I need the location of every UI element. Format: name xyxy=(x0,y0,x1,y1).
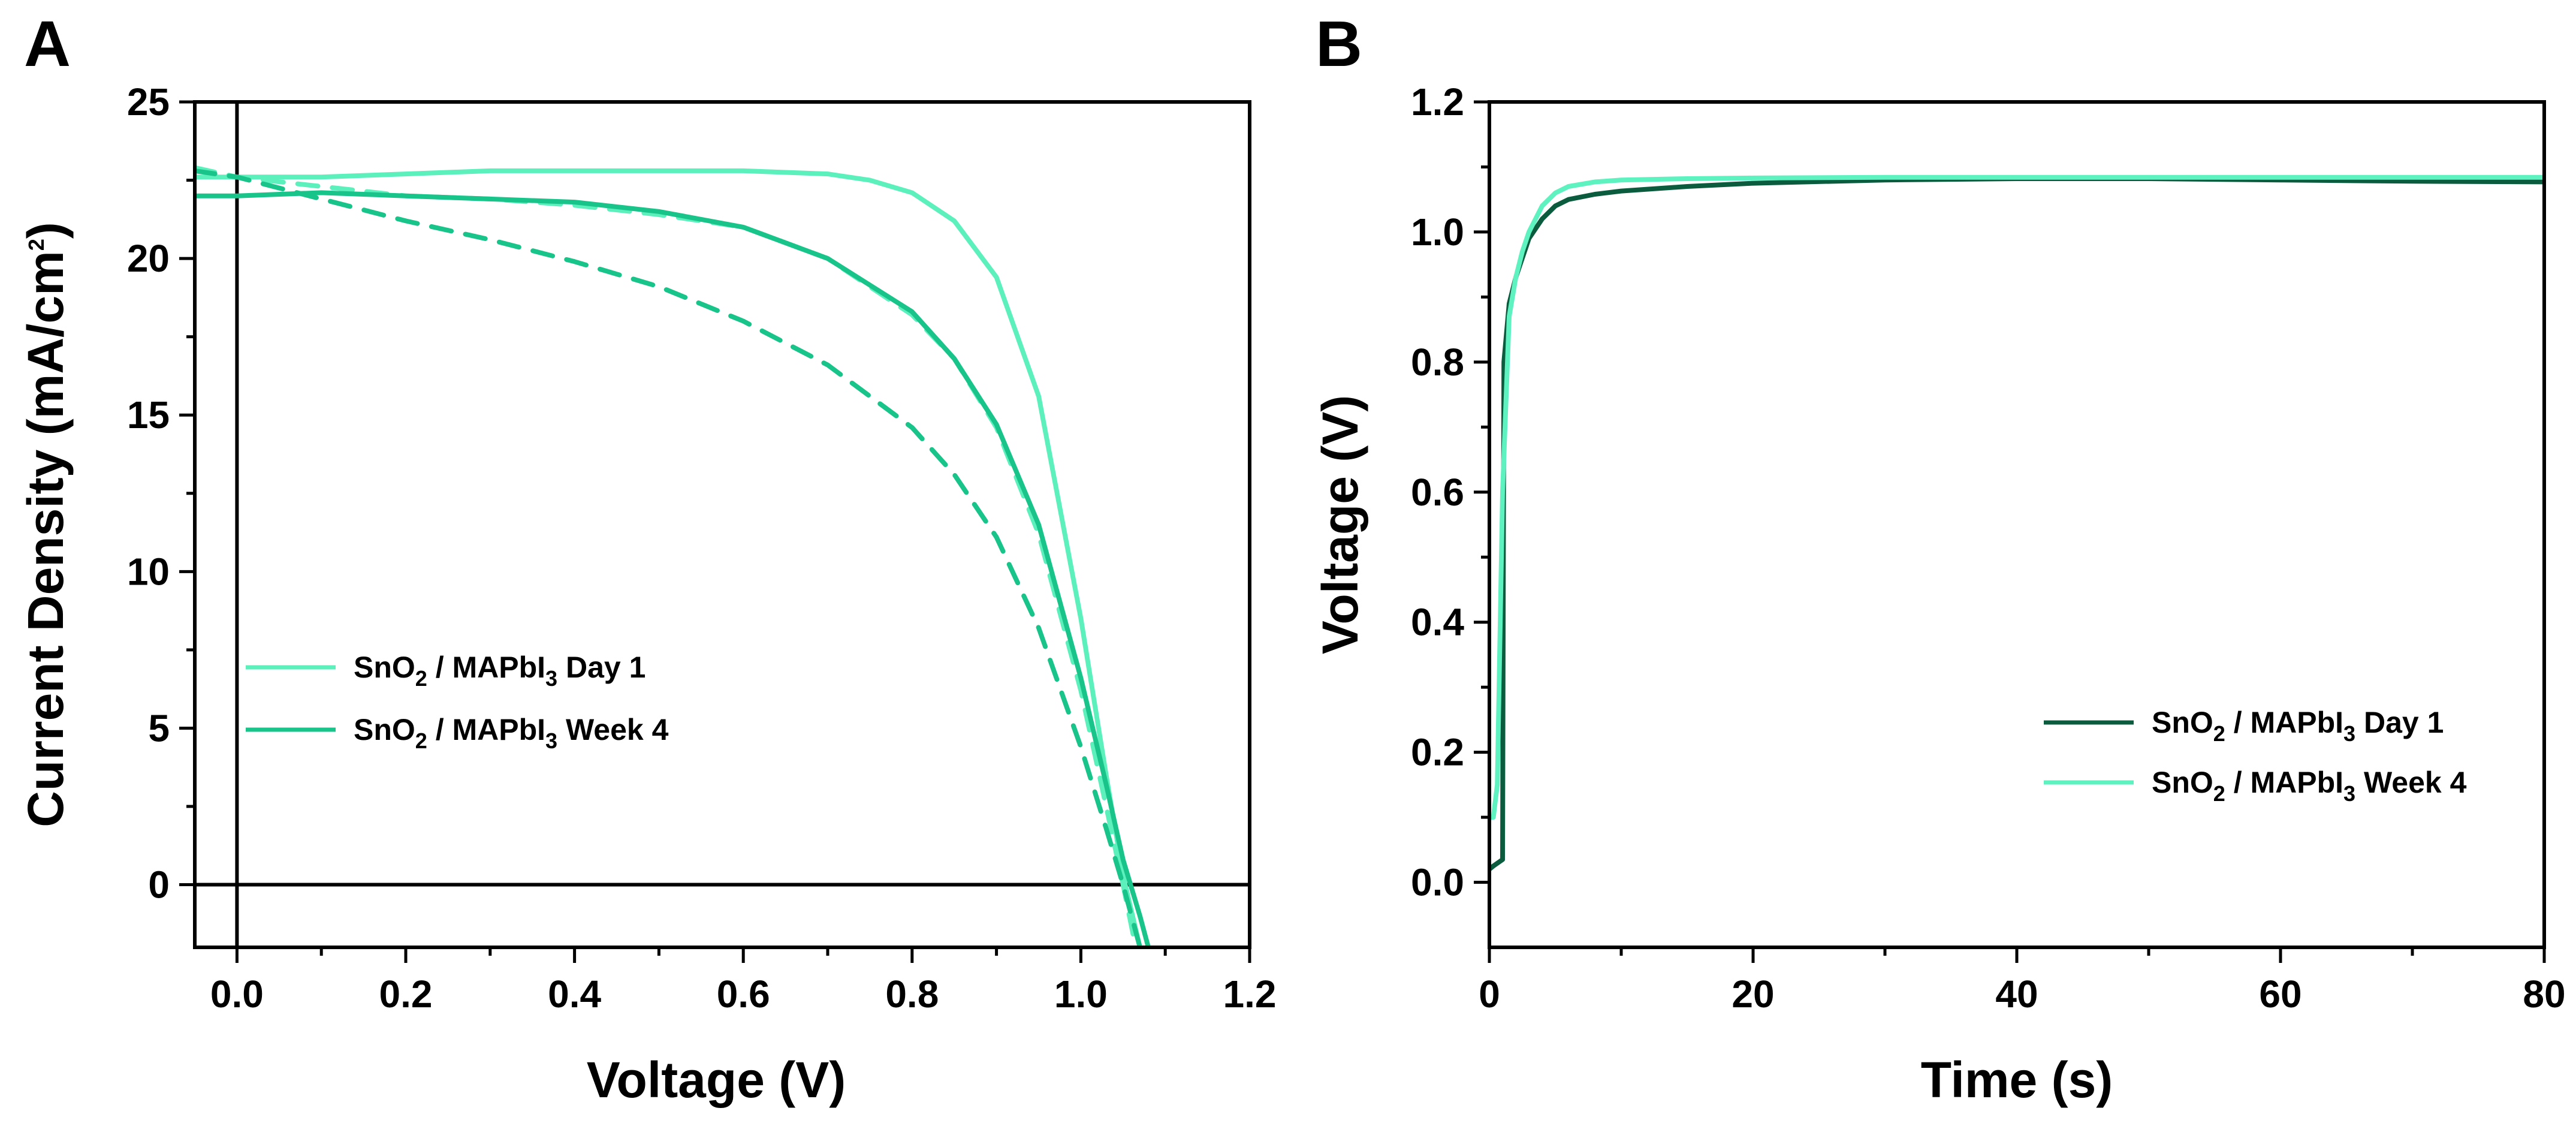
panel-b-y-tick-label: 1.2 xyxy=(1411,80,1464,124)
panel-a-x-tick-label: 1.0 xyxy=(1054,973,1108,1016)
panel-b-x-title: Time (s) xyxy=(1921,1052,2113,1108)
panel-b-ticks: 0 20 40 60 80 0.0 0.2 0.4 0.6 0.8 1.0 1.2 xyxy=(1411,80,2566,1016)
panel-b-series-1 xyxy=(1489,174,2544,820)
panel-a-series-0 xyxy=(195,168,1142,947)
panel-b-x-tick-label: 60 xyxy=(2259,973,2301,1016)
panel-b-y-tick-label: 0.8 xyxy=(1411,341,1464,384)
panel-a-x-tick-label: 0.4 xyxy=(548,973,601,1016)
panel-b-x-tick-label: 0 xyxy=(1479,973,1500,1016)
legend-b-label-day1: SnO2 / MAPbI3 Day 1 xyxy=(2152,706,2444,746)
panel-a-y-title: Current Density (mA/cm2) xyxy=(17,222,74,827)
panel-b: B 0 20 40 60 80 0.0 0.2 0.4 0.6 0.8 1.0 1.2 Time (s… xyxy=(1312,7,2566,1108)
panel-a-frame xyxy=(193,100,1251,949)
panel-b-y-tick-label: 0.6 xyxy=(1411,471,1464,514)
panel-a-y-tick-label: 10 xyxy=(127,550,170,593)
panel-b-y-title: Voltage (V) xyxy=(1312,395,1368,654)
panel-b-y-tick-label: 0.4 xyxy=(1411,601,1464,644)
panel-a: A 0.0 0.2 0.4 0.6 0.8 1.0 1.2 0 5 10 15 20 25 Voltag… xyxy=(17,7,1276,1108)
panel-a-label: A xyxy=(24,7,71,80)
panel-b-x-tick-label: 80 xyxy=(2523,973,2565,1016)
legend-a-label-day1: SnO2 / MAPbI3 Day 1 xyxy=(354,651,645,691)
panel-b-x-tick-label: 20 xyxy=(1732,973,1774,1016)
panel-a-x-tick-label: 1.2 xyxy=(1223,973,1277,1016)
panel-a-x-title: Voltage (V) xyxy=(587,1052,846,1108)
panel-a-plot xyxy=(195,102,1250,947)
panel-a-y-tick-label: 5 xyxy=(148,706,170,749)
legend-b-label-week4: SnO2 / MAPbI3 Week 4 xyxy=(2152,766,2467,806)
panel-a-series-1 xyxy=(195,165,1138,947)
panel-a-series-2 xyxy=(195,190,1151,947)
panel-a-x-tick-label: 0.2 xyxy=(379,973,433,1016)
legend-a-label-week4: SnO2 / MAPbI3 Week 4 xyxy=(354,713,669,753)
panel-a-ticks: 0.0 0.2 0.4 0.6 0.8 1.0 1.2 0 5 10 15 20 25 xyxy=(127,80,1277,1016)
panel-a-x-tick-label: 0.8 xyxy=(885,973,939,1016)
panel-b-frame xyxy=(1488,100,2546,949)
panel-a-x-tick-label: 0.6 xyxy=(717,973,770,1016)
panel-b-label: B xyxy=(1316,7,1362,80)
panel-a-series-3 xyxy=(195,168,1142,947)
panel-a-y-tick-label: 20 xyxy=(127,237,170,280)
panel-b-x-tick-label: 40 xyxy=(1995,973,2038,1016)
panel-a-legend: SnO2 / MAPbI3 Day 1 SnO2 / MAPbI3 Week 4 xyxy=(246,651,669,753)
panel-b-plot xyxy=(1489,174,2544,872)
panel-a-x-tick-label: 0.0 xyxy=(210,973,264,1016)
panel-a-y-tick-label: 25 xyxy=(127,80,170,124)
panel-b-y-tick-label: 0.2 xyxy=(1411,731,1464,774)
panel-a-y-tick-label: 0 xyxy=(148,863,170,907)
panel-a-y-tick-label: 15 xyxy=(127,393,170,436)
panel-b-y-tick-label: 0.0 xyxy=(1411,861,1464,904)
panel-b-y-tick-label: 1.0 xyxy=(1411,210,1464,254)
panel-b-legend: SnO2 / MAPbI3 Day 1 SnO2 / MAPbI3 Week 4 xyxy=(2044,706,2467,806)
